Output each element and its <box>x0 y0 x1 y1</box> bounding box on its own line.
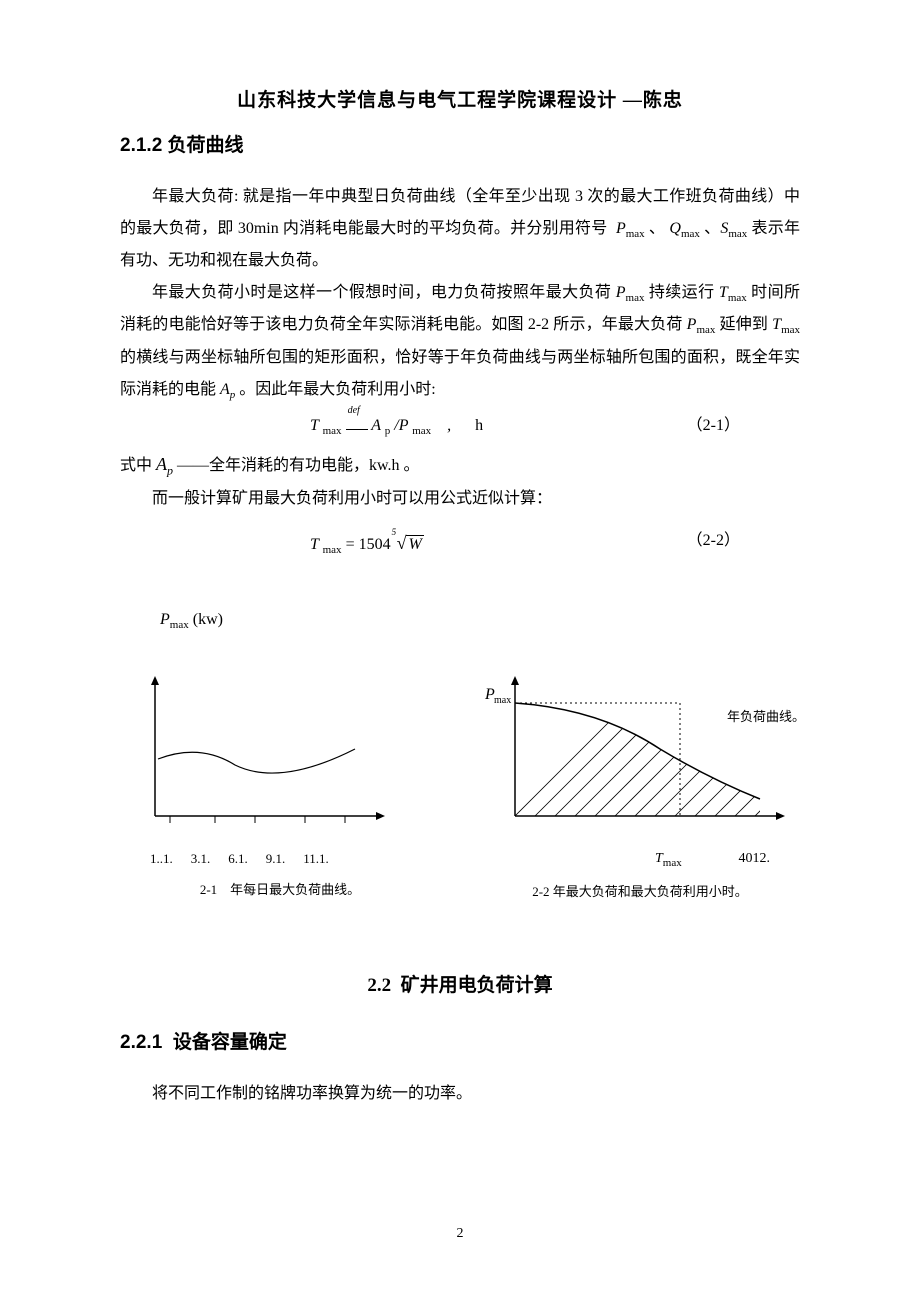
xt3: 9.1. <box>266 851 286 867</box>
paragraph-1: 年最大负荷: 就是指一年中典型日负荷曲线（全年至少出现 3 次的最大工作班负荷曲… <box>120 181 800 277</box>
svg-text:max: max <box>494 695 511 706</box>
p2f: 。因此年最大负荷利用小时: <box>239 381 435 398</box>
symbol-Pmax2: P <box>616 284 626 301</box>
sub-max: max <box>626 228 645 240</box>
chart-2: P max 年负荷曲线。 Tmax 4012. 2-2 年最大负荷和最大负荷利用… <box>480 671 800 900</box>
symbol-Ap: Ap <box>220 381 235 398</box>
p2b: 持续运行 <box>649 284 715 301</box>
radicand: W <box>406 535 423 553</box>
section-title: 负荷曲线 <box>168 135 244 156</box>
symbol-Tmax: T <box>719 284 728 301</box>
y-axis-label: Pmax (kw) <box>160 611 800 631</box>
page-header: 山东科技大学信息与电气工程学院课程设计 —陈忠 <box>120 85 800 112</box>
paragraph-4: 而一般计算矿用最大负荷利用小时可以用公式近似计算： <box>120 483 800 515</box>
chart1-caption: 2-1 年每日最大负荷曲线。 <box>120 879 440 898</box>
xt0: 1..1. <box>150 851 173 867</box>
s2title: 矿井用电负荷计算 <box>401 975 553 996</box>
xt1: 3.1. <box>191 851 211 867</box>
eq1-expr: T max def A p /P max , h <box>310 410 483 442</box>
section-heading-2-2: 2.2 矿井用电负荷计算 <box>120 970 800 997</box>
eq1-T: T <box>310 417 319 434</box>
eq2-T: T <box>310 536 319 553</box>
x-end: 4012. <box>739 851 771 869</box>
paragraph-2: 年最大负荷小时是这样一个假想时间，电力负荷按照年最大负荷 Pmax 持续运行 T… <box>120 277 800 406</box>
eq2-max: max <box>323 544 342 556</box>
eq1-unit: h <box>475 417 483 434</box>
s3num: 2.2.1 <box>120 1032 162 1053</box>
eq2-coef: 1504 <box>359 536 391 553</box>
eq2-expr: T max = 1504 5 √W <box>310 525 424 561</box>
xt2: 6.1. <box>228 851 248 867</box>
eq1-P: P <box>399 417 408 434</box>
ylabel-unit: (kw) <box>193 611 223 628</box>
root-idx: 5 <box>392 523 397 541</box>
p2d: 延伸到 <box>720 316 768 333</box>
root-symbol: 5 √W <box>397 525 424 561</box>
def-label: def <box>348 401 360 421</box>
chart-1-svg <box>120 671 400 851</box>
p2a: 年最大负荷小时是这样一个假想时间，电力负荷按照年最大负荷 <box>152 284 611 301</box>
equation-1: T max def A p /P max , h （2-1） <box>120 410 800 442</box>
def-symbol: def <box>346 410 368 442</box>
eq1-num: （2-1） <box>687 410 740 442</box>
symbol-Tmax2: T <box>772 316 781 333</box>
sub-max5: max <box>728 292 747 304</box>
page-number: 2 <box>457 1226 464 1242</box>
sub-max2: max <box>681 228 700 240</box>
chart-2-svg: P max <box>480 671 800 851</box>
p3b: ——全年消耗的有功电能，kw.h 。 <box>177 457 420 474</box>
section-heading-2-1-2: 2.1.2 负荷曲线 <box>120 130 800 157</box>
s3title: 设备容量确定 <box>173 1032 287 1053</box>
chart2-caption: 2-2 年最大负荷和最大负荷利用小时。 <box>480 881 800 900</box>
chart-1: 1..1. 3.1. 6.1. 9.1. 11.1. 2-1 年每日最大负荷曲线… <box>120 671 440 900</box>
sep1: 、 <box>649 220 665 237</box>
ylabel-sub: max <box>170 619 189 631</box>
chart1-xticks: 1..1. 3.1. 6.1. 9.1. 11.1. <box>120 851 440 867</box>
symbol-Qmax: Q <box>669 220 681 237</box>
c1txt: 年每日最大负荷曲线。 <box>230 882 360 897</box>
paragraph-5: 将不同工作制的铭牌功率换算为统一的功率。 <box>120 1078 800 1110</box>
eq1-max2: max <box>412 425 431 437</box>
xt4: 11.1. <box>303 851 329 867</box>
c1num: 2-1 <box>200 882 217 897</box>
paragraph-3: 式中 Ap ——全年消耗的有功电能，kw.h 。 <box>120 446 800 483</box>
chart2-xlabels: Tmax 4012. <box>480 851 800 869</box>
equation-2: T max = 1504 5 √W （2-2） <box>120 525 800 561</box>
sub-max7: max <box>781 325 800 337</box>
chart2-curve-label: 年负荷曲线。 <box>727 706 805 725</box>
section-heading-2-2-1: 2.2.1 设备容量确定 <box>120 1027 800 1054</box>
t-label: Tmax <box>655 851 682 869</box>
symbol-Pmax3: P <box>687 316 697 333</box>
eq1-A: A <box>371 417 380 434</box>
eq1-max: max <box>323 425 342 437</box>
charts-area: Pmax (kw) 1..1. 3.1. 6.1. 9.1. 11 <box>120 611 800 900</box>
ylabel-P: P <box>160 611 170 628</box>
symbol-Pmax: P <box>616 220 626 237</box>
eq2-num: （2-2） <box>687 525 740 557</box>
sub-max3: max <box>728 228 747 240</box>
sub-max4: max <box>626 292 645 304</box>
section-num: 2.1.2 <box>120 135 162 156</box>
eq1-p: p <box>385 425 391 437</box>
p3a: 式中 <box>120 457 152 474</box>
sub-max6: max <box>696 325 715 337</box>
symbol-Ap2: Ap <box>156 454 173 474</box>
s2num: 2.2 <box>367 975 391 996</box>
